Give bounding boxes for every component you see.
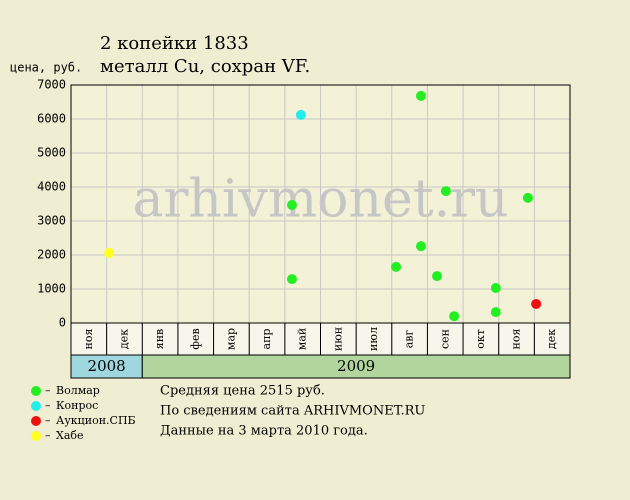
x-tick-label: апр [260, 329, 273, 350]
legend-label: Хабе [56, 429, 84, 442]
legend-marker [31, 386, 41, 396]
point [295, 109, 306, 120]
y-tick-label: 4000 [37, 180, 66, 194]
note: По сведениям сайта ARHIVMONET.RU [160, 404, 425, 419]
point [416, 241, 427, 252]
point [391, 261, 402, 272]
x-tick-label: дек [545, 329, 558, 349]
point [416, 90, 427, 101]
x-tick-label: авг [403, 330, 416, 349]
note: Данные на 3 марта 2010 года. [160, 424, 368, 439]
y-tick-label: 3000 [37, 214, 66, 228]
x-tick-label: ноя [510, 328, 523, 349]
point [286, 200, 297, 211]
x-tick-label: май [296, 328, 309, 350]
point [522, 192, 533, 203]
point [432, 271, 443, 282]
legend-dash: – [45, 429, 51, 442]
point [490, 307, 501, 318]
y-tick-label: 0 [59, 316, 66, 330]
legend-dash: – [45, 384, 51, 397]
year-band [141, 354, 571, 379]
year-label: 2008 [88, 357, 126, 375]
y-tick-label: 5000 [37, 146, 66, 160]
point [440, 186, 451, 197]
x-tick-label: ноя [82, 328, 95, 349]
x-tick-label: фев [189, 328, 202, 349]
point [449, 311, 460, 322]
y-axis-label: цена, руб. [10, 61, 82, 75]
year-label: 2009 [337, 357, 375, 375]
point [531, 298, 542, 309]
legend-label: Конрос [56, 399, 98, 412]
y-tick-label: 7000 [37, 78, 66, 92]
note: Средняя цена 2515 руб. [160, 384, 325, 399]
x-tick-label: июн [331, 327, 344, 351]
x-tick-label: июл [367, 327, 380, 351]
x-tick-label: мар [224, 328, 237, 350]
y-tick-label: 6000 [37, 112, 66, 126]
chart-subtitle: металл Cu, сохран VF. [100, 56, 310, 77]
point [490, 282, 501, 293]
legend-dash: – [45, 414, 51, 427]
legend-label: Волмар [56, 384, 100, 397]
y-tick-label: 2000 [37, 248, 66, 262]
plot-border [70, 84, 571, 324]
legend-marker [31, 431, 41, 441]
chart-title: 2 копейки 1833 [100, 33, 249, 54]
legend-dash: – [45, 399, 51, 412]
x-tick-label: окт [474, 329, 487, 349]
x-tick-label: янв [153, 329, 166, 349]
legend-marker [31, 401, 41, 411]
x-tick-label: сен [438, 329, 451, 349]
point [286, 274, 297, 285]
y-tick-label: 1000 [37, 282, 66, 296]
x-tick-label: дек [117, 329, 130, 349]
legend-marker [31, 416, 41, 426]
legend-label: Аукцион.СПБ [56, 414, 136, 427]
point [104, 247, 115, 258]
